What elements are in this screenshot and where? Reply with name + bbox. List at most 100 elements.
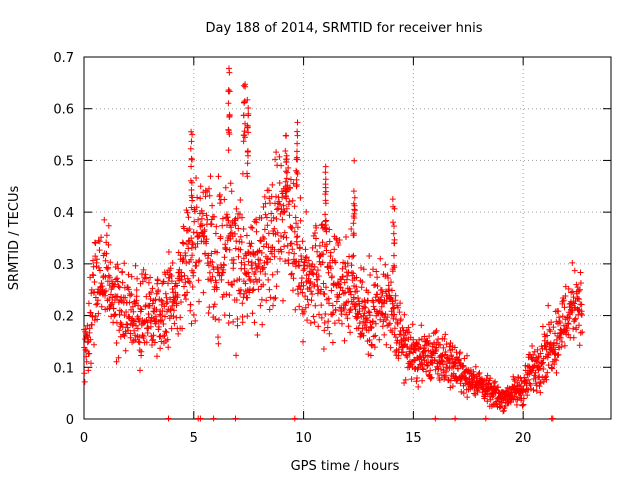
data-point [520, 401, 527, 408]
data-point [163, 329, 170, 336]
data-point [206, 185, 212, 192]
data-point [391, 252, 397, 259]
data-point [406, 329, 413, 336]
data-point [304, 296, 311, 303]
data-point [125, 327, 132, 334]
data-point [216, 316, 222, 323]
data-point [244, 173, 251, 180]
data-point [336, 291, 343, 298]
x-axis: 0 5 10 15 20 [80, 57, 531, 446]
data-point [237, 286, 244, 293]
data-point [91, 279, 98, 285]
data-point [124, 324, 131, 331]
data-point [377, 255, 384, 262]
data-point [561, 304, 568, 311]
data-point [273, 215, 280, 222]
data-point [293, 176, 300, 183]
data-point [271, 225, 278, 232]
data-point [431, 356, 438, 363]
data-point [184, 275, 191, 282]
data-point [472, 363, 479, 370]
data-point [103, 250, 110, 257]
data-point [383, 298, 390, 305]
data-point [192, 244, 199, 251]
data-point [438, 366, 444, 373]
data-point [369, 342, 375, 349]
data-point [261, 193, 268, 200]
data-point [289, 224, 296, 231]
data-point [98, 280, 105, 287]
data-point [339, 320, 345, 327]
data-point [247, 277, 254, 284]
data-point [391, 236, 398, 243]
data-point [215, 173, 222, 180]
data-point [99, 283, 106, 290]
data-point [109, 299, 116, 306]
data-point [98, 234, 105, 241]
data-point [374, 274, 381, 281]
data-point [487, 396, 494, 403]
data-point [549, 365, 556, 372]
data-point [206, 192, 213, 199]
data-point [285, 164, 292, 171]
data-point [184, 209, 191, 216]
data-point [214, 249, 221, 256]
data-point [263, 214, 270, 221]
data-point [342, 263, 349, 270]
data-point [93, 301, 100, 308]
data-point [256, 277, 263, 284]
data-point [270, 302, 276, 309]
data-point [361, 310, 368, 317]
data-point [536, 383, 543, 390]
data-point [345, 323, 352, 330]
data-point [549, 415, 556, 422]
data-point [377, 316, 384, 323]
data-point [232, 245, 239, 252]
y-tick-label: 0.1 [53, 361, 74, 376]
data-point [252, 276, 259, 283]
data-point [244, 149, 251, 155]
data-point [525, 376, 532, 383]
data-point [287, 184, 294, 191]
data-point [174, 282, 180, 289]
data-point [246, 276, 253, 283]
data-point [348, 226, 355, 232]
data-point [103, 232, 110, 239]
data-point [280, 297, 286, 304]
data-point [232, 222, 239, 229]
data-point [102, 287, 109, 294]
data-point [133, 287, 140, 293]
data-point [354, 314, 361, 321]
data-point [143, 339, 150, 346]
data-point [570, 325, 577, 332]
data-point [446, 343, 453, 350]
data-point [432, 329, 439, 336]
y-tick-label: 0.4 [53, 206, 74, 221]
data-point [272, 156, 279, 163]
data-point [125, 286, 132, 293]
data-point [413, 378, 420, 385]
data-point [529, 356, 536, 363]
data-point [217, 200, 223, 207]
data-point [133, 293, 140, 300]
data-point [572, 315, 579, 322]
data-point [459, 363, 466, 370]
data-point [577, 269, 584, 276]
data-point [219, 215, 226, 222]
data-point [205, 310, 212, 316]
data-point [321, 291, 328, 298]
data-point [331, 246, 338, 253]
data-point [251, 319, 258, 326]
data-point [553, 357, 560, 364]
data-point [234, 316, 241, 322]
data-point [115, 354, 122, 361]
data-point [382, 261, 389, 268]
data-point [140, 333, 147, 340]
data-point [576, 296, 583, 303]
data-point [390, 219, 396, 226]
data-point [216, 191, 223, 198]
data-point [367, 272, 374, 278]
data-point [88, 321, 95, 328]
data-point [135, 302, 142, 309]
data-point [225, 147, 232, 154]
